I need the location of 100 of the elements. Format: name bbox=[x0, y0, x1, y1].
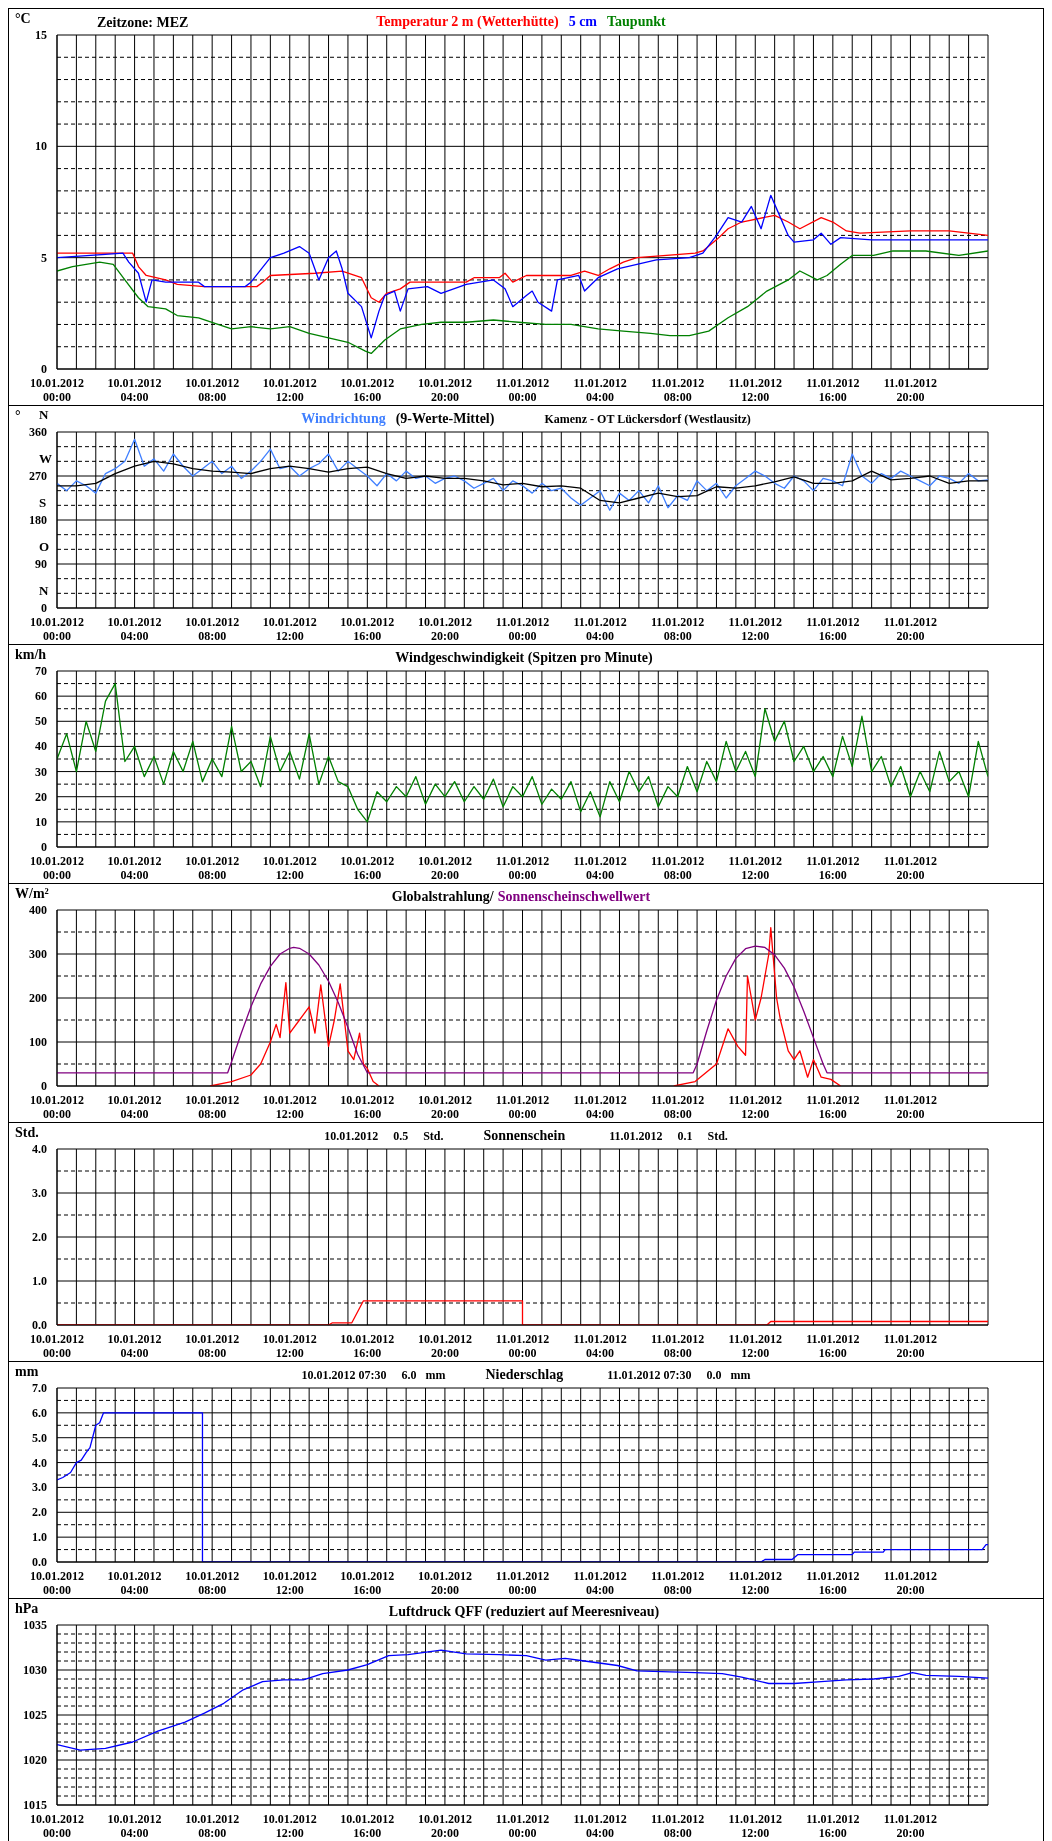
x-tick-label: 10.01.2012 00:00 bbox=[30, 1812, 84, 1840]
x-tick-label: 11.01.2012 20:00 bbox=[883, 615, 938, 643]
y-axis-title: °C bbox=[15, 11, 31, 27]
x-tick-label: 11.01.2012 00:00 bbox=[495, 1812, 550, 1840]
x-tick-label: 10.01.2012 20:00 bbox=[417, 1332, 472, 1360]
text: N bbox=[39, 583, 49, 598]
y-tick-label: 1035 bbox=[23, 1618, 47, 1632]
line-series bbox=[57, 682, 988, 823]
chart-title: Globalstrahlung/ bbox=[391, 889, 494, 904]
x-tick-label: 10.01.2012 04:00 bbox=[107, 1812, 162, 1840]
x-tick-label: 10.01.2012 08:00 bbox=[185, 1812, 240, 1840]
text: W bbox=[39, 451, 52, 466]
text: Temperatur 2 m (Wetterhütte) bbox=[376, 14, 559, 29]
x-tick-label: 11.01.2012 04:00 bbox=[573, 1569, 627, 1597]
x-tick-label: 10.01.2012 00:00 bbox=[30, 1093, 84, 1121]
x-tick-label: 10.01.2012 04:00 bbox=[107, 615, 162, 643]
y-tick-label: 1.0 bbox=[32, 1530, 47, 1545]
x-tick-label: 11.01.2012 08:00 bbox=[650, 1332, 705, 1360]
x-tick-label: 10.01.2012 04:00 bbox=[107, 1332, 162, 1360]
x-tick-label: 11.01.2012 16:00 bbox=[806, 1332, 860, 1360]
x-tick-label: 10.01.2012 16:00 bbox=[340, 376, 395, 404]
x-tick-label: 10.01.2012 00:00 bbox=[30, 1332, 84, 1360]
y-tick-label: 180 bbox=[29, 513, 47, 527]
x-tick-label: 11.01.2012 16:00 bbox=[806, 615, 860, 643]
y-tick-label: 4.0 bbox=[32, 1455, 47, 1470]
line-series bbox=[57, 194, 988, 339]
y-tick-label: 0 bbox=[41, 362, 47, 376]
x-tick-label: 10.01.2012 00:00 bbox=[30, 615, 84, 643]
chart-title: Windgeschwindigkeit (Spitzen pro Minute) bbox=[395, 650, 653, 665]
x-tick-label: 10.01.2012 08:00 bbox=[185, 376, 240, 404]
x-tick-label: 10.01.2012 08:00 bbox=[185, 854, 240, 882]
x-tick-label: 11.01.2012 12:00 bbox=[728, 615, 782, 643]
x-tick-label: 10.01.2012 12:00 bbox=[262, 1812, 317, 1840]
y-tick-label: 1020 bbox=[23, 1753, 47, 1767]
x-tick-label: 10.01.2012 16:00 bbox=[340, 1812, 395, 1840]
y-tick-label: 1025 bbox=[23, 1708, 47, 1722]
x-tick-label: 11.01.2012 16:00 bbox=[806, 1812, 860, 1840]
y-tick-label: 100 bbox=[29, 1035, 47, 1049]
x-tick-label: 10.01.2012 20:00 bbox=[417, 1093, 472, 1121]
line-series bbox=[57, 214, 988, 303]
text: S bbox=[39, 495, 47, 510]
x-tick-label: 11.01.2012 20:00 bbox=[883, 1093, 938, 1121]
y-tick-label: 360 bbox=[29, 425, 47, 439]
text: 11.01.2012 07:30 0.0 mm bbox=[607, 1368, 751, 1383]
text: Sonnenscheinschwellwert bbox=[497, 889, 651, 904]
y-tick-label: 10 bbox=[35, 814, 47, 829]
y-tick-label: 1030 bbox=[23, 1663, 47, 1677]
y-axis-title: W/m² bbox=[15, 886, 49, 902]
y-tick-label: 2.0 bbox=[32, 1505, 47, 1520]
y-tick-label: 2.0 bbox=[32, 1230, 47, 1244]
y-tick-label: 1015 bbox=[23, 1798, 47, 1812]
text: Taupunkt bbox=[607, 14, 666, 29]
y-tick-label: 5.0 bbox=[32, 1430, 47, 1445]
y-tick-label: 3.0 bbox=[32, 1186, 47, 1200]
line-series bbox=[57, 945, 988, 1074]
text: (9-Werte-Mittel) bbox=[395, 411, 495, 426]
x-tick-label: 11.01.2012 08:00 bbox=[650, 1093, 705, 1121]
x-tick-label: 11.01.2012 12:00 bbox=[728, 1569, 782, 1597]
y-tick-label: 6.0 bbox=[32, 1405, 47, 1420]
y-tick-label: 200 bbox=[29, 991, 47, 1005]
x-tick-label: 10.01.2012 12:00 bbox=[262, 854, 317, 882]
text: 10.01.2012 07:30 6.0 mm bbox=[301, 1368, 446, 1383]
y-tick-label: 400 bbox=[29, 903, 47, 917]
x-tick-label: 11.01.2012 04:00 bbox=[573, 1332, 627, 1360]
x-tick-label: 11.01.2012 04:00 bbox=[573, 1093, 627, 1121]
x-tick-label: 11.01.2012 04:00 bbox=[573, 376, 627, 404]
x-tick-label: 11.01.2012 20:00 bbox=[883, 1569, 938, 1597]
x-tick-label: 10.01.2012 08:00 bbox=[185, 1569, 240, 1597]
x-tick-label: 11.01.2012 08:00 bbox=[650, 615, 705, 643]
x-tick-label: 11.01.2012 08:00 bbox=[650, 854, 705, 882]
x-tick-label: 10.01.2012 04:00 bbox=[107, 1569, 162, 1597]
x-tick-label: 10.01.2012 12:00 bbox=[262, 615, 317, 643]
y-tick-label: 0 bbox=[41, 1079, 47, 1093]
x-tick-label: 10.01.2012 16:00 bbox=[340, 1332, 395, 1360]
x-tick-label: 11.01.2012 00:00 bbox=[495, 1332, 550, 1360]
x-tick-label: 11.01.2012 16:00 bbox=[806, 1569, 860, 1597]
x-tick-label: 11.01.2012 20:00 bbox=[883, 1332, 938, 1360]
x-tick-label: 10.01.2012 04:00 bbox=[107, 1093, 162, 1121]
y-tick-label: 270 bbox=[29, 469, 47, 483]
x-tick-label: 10.01.2012 12:00 bbox=[262, 1332, 317, 1360]
y-tick-label: 70 bbox=[35, 664, 47, 678]
x-tick-label: 10.01.2012 20:00 bbox=[417, 376, 472, 404]
y-tick-label: 1.0 bbox=[32, 1274, 47, 1288]
x-tick-label: 10.01.2012 16:00 bbox=[340, 1093, 395, 1121]
x-tick-label: 11.01.2012 12:00 bbox=[728, 376, 782, 404]
y-tick-label: 60 bbox=[35, 689, 47, 704]
y-tick-label: 15 bbox=[35, 28, 47, 42]
x-tick-label: 11.01.2012 12:00 bbox=[728, 1812, 782, 1840]
x-tick-label: 10.01.2012 00:00 bbox=[30, 854, 84, 882]
x-tick-label: 11.01.2012 12:00 bbox=[728, 1093, 782, 1121]
x-tick-label: 10.01.2012 08:00 bbox=[185, 1332, 240, 1360]
line-series bbox=[57, 250, 988, 355]
x-tick-label: 10.01.2012 08:00 bbox=[185, 1093, 240, 1121]
y-tick-label: 40 bbox=[35, 739, 47, 754]
y-tick-label: 4.0 bbox=[32, 1142, 47, 1156]
y-tick-label: 0 bbox=[41, 601, 47, 615]
y-tick-label: 10 bbox=[35, 139, 47, 154]
x-tick-label: 11.01.2012 04:00 bbox=[573, 1812, 627, 1840]
x-tick-label: 11.01.2012 16:00 bbox=[806, 1093, 860, 1121]
y-axis-title: Std. bbox=[15, 1125, 39, 1141]
